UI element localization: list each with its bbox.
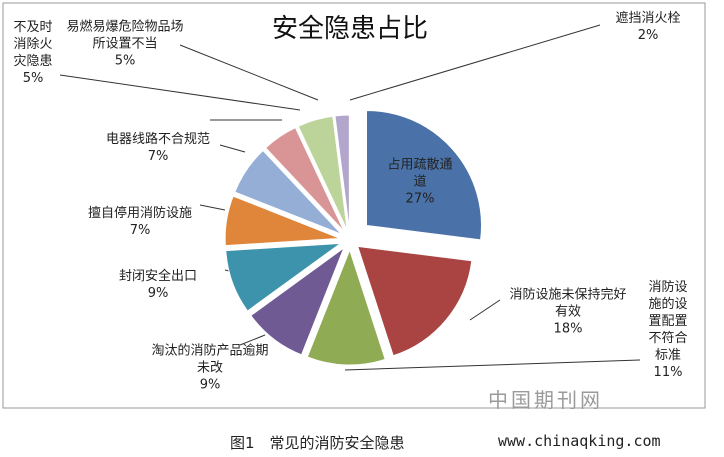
value-label: 9% <box>199 377 221 393</box>
category-label: 遮挡消火栓 <box>615 11 681 26</box>
value-label: 11% <box>653 365 683 380</box>
slice-label: 消防设施未保持完好有效 18% <box>506 287 631 338</box>
chart-title: 安全隐患占比 <box>272 14 428 44</box>
pie-slice <box>306 248 386 366</box>
pie-slice <box>297 115 348 231</box>
pie-slice <box>225 242 343 312</box>
slice-label: 淘汰的消防产品逾期未改 9% <box>148 343 273 394</box>
leader-lines <box>59 24 641 371</box>
category-label: 擅自停用消防设施 <box>87 206 192 221</box>
category-label: 易燃易爆危险物品场所设置不当 <box>66 19 184 52</box>
site: www.chinaqking.com <box>498 432 661 450</box>
slice-label: 易燃易爆危险物品场所设置不当 5% <box>61 19 189 70</box>
category-label: 封闭安全出口 <box>118 269 197 284</box>
category-label: 淘汰的消防产品逾期未改 <box>151 343 269 376</box>
slice-label: 电器线路不合规范 7% <box>106 131 211 165</box>
pie-slice <box>334 114 350 231</box>
category-label: 电器线路不合规范 <box>105 132 210 147</box>
pie-slice <box>250 246 345 356</box>
pie-slice <box>234 149 343 235</box>
pie-slice <box>264 127 345 233</box>
watermark: 中国期刊网 <box>488 388 603 412</box>
slice-label: 不及时消除火灾隐患 5% <box>8 19 58 87</box>
value-label: 7% <box>129 223 151 238</box>
value-label: 18% <box>553 321 583 337</box>
slice-label: 遮挡消火栓 2% <box>603 10 693 44</box>
pie-slice <box>366 109 482 241</box>
value-label: 7% <box>147 149 169 164</box>
frame <box>2 2 706 409</box>
value-label: 5% <box>114 53 136 69</box>
caption: 图1 常见的消防安全隐患 <box>230 434 405 452</box>
category-label: 占用疏散通道 <box>387 157 453 190</box>
value-label: 2% <box>637 28 659 43</box>
value-label: 5% <box>22 71 44 86</box>
category-label: 不及时消除火灾隐患 <box>13 20 53 69</box>
pie-slice <box>356 245 473 357</box>
slice-label: 占用疏散通道 27% <box>384 157 456 208</box>
slice-label: 消防设施的设置配置不符合标准 11% <box>644 279 692 381</box>
value-label: 27% <box>405 191 435 207</box>
value-label: 9% <box>147 286 169 301</box>
slice-label: 擅自停用消防设施 7% <box>80 205 200 239</box>
slice-label: 封闭安全出口 9% <box>98 268 218 302</box>
pie-slice <box>224 195 341 247</box>
category-label: 消防设施的设置配置不符合标准 <box>648 280 688 363</box>
category-label: 消防设施未保持完好有效 <box>509 287 627 320</box>
